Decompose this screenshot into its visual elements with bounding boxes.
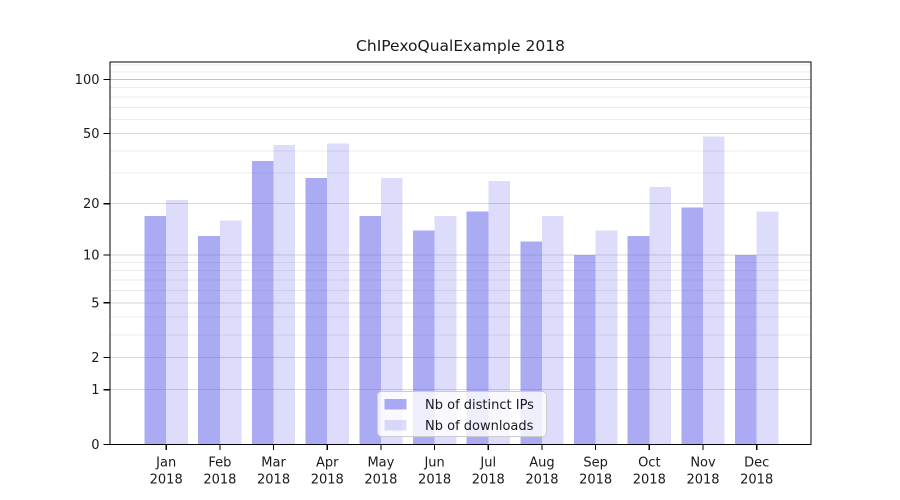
legend-swatch-nb-of-downloads (384, 420, 407, 431)
bar-nb-of-downloads-jan (166, 200, 188, 445)
x-tick-label-year-mar: 2018 (257, 473, 290, 488)
bar-nb-of-downloads-aug (541, 215, 564, 445)
bar-nb-of-downloads-sep (595, 230, 618, 445)
x-tick-label-month-jul: Jul (479, 456, 496, 471)
legend-label-nb-of-distinct-ips: Nb of distinct IPs (425, 398, 534, 413)
y-tick-label-2: 2 (91, 351, 99, 366)
x-tick-label-year-sep: 2018 (579, 473, 612, 488)
y-tick-label-50: 50 (83, 127, 100, 142)
bar-nb-of-distinct-ips-jun (412, 230, 435, 445)
y-tick-label-5: 5 (91, 296, 99, 311)
y-tick-label-100: 100 (75, 73, 100, 88)
legend-swatch-nb-of-distinct-ips (384, 399, 407, 410)
y-tick-label-1: 1 (91, 383, 99, 398)
x-tick-label-month-dec: Dec (744, 456, 769, 471)
x-tick-label-month-jan: Jan (155, 456, 176, 471)
x-tick-label-year-aug: 2018 (525, 473, 558, 488)
legend-label-nb-of-downloads: Nb of downloads (425, 419, 534, 434)
bar-nb-of-downloads-nov (703, 136, 725, 445)
bar-nb-of-downloads-mar (273, 145, 296, 445)
bar-nb-of-downloads-jun (434, 215, 457, 445)
x-tick-label-year-jan: 2018 (150, 473, 183, 488)
bar-nb-of-distinct-ips-may (359, 215, 381, 445)
bar-nb-of-distinct-ips-apr (305, 178, 328, 445)
bar-nb-of-downloads-may (380, 178, 403, 445)
bar-nb-of-distinct-ips-oct (627, 235, 650, 445)
bar-nb-of-downloads-jul (488, 180, 510, 445)
bar-nb-of-distinct-ips-dec (735, 254, 757, 445)
bar-nb-of-downloads-feb (219, 220, 242, 445)
x-tick-label-month-sep: Sep (583, 456, 608, 471)
x-tick-label-year-may: 2018 (364, 473, 397, 488)
x-tick-label-year-oct: 2018 (633, 473, 666, 488)
bar-nb-of-downloads-oct (649, 186, 671, 445)
bar-nb-of-distinct-ips-nov (681, 207, 703, 445)
x-tick-label-month-may: May (367, 456, 394, 471)
x-tick-label-year-dec: 2018 (740, 473, 773, 488)
bar-nb-of-downloads-dec (756, 211, 779, 445)
legend-box (377, 391, 547, 437)
x-tick-label-year-jun: 2018 (418, 473, 451, 488)
y-tick-label-10: 10 (83, 248, 100, 263)
y-tick-label-0: 0 (91, 438, 99, 453)
bar-nb-of-distinct-ips-jul (466, 211, 489, 445)
chart-title: ChIPexoQualExample 2018 (356, 37, 565, 55)
x-tick-label-month-mar: Mar (261, 456, 286, 471)
bar-nb-of-distinct-ips-sep (573, 254, 596, 445)
x-tick-label-month-jun: Jun (423, 456, 444, 471)
plot-border (109, 61, 812, 446)
x-tick-label-month-aug: Aug (529, 456, 554, 471)
x-tick-label-year-nov: 2018 (686, 473, 719, 488)
x-tick-label-month-oct: Oct (638, 456, 660, 471)
x-tick-label-year-jul: 2018 (472, 473, 505, 488)
bar-nb-of-downloads-apr (327, 143, 349, 445)
y-tick-label-20: 20 (83, 197, 100, 212)
x-tick-label-month-nov: Nov (690, 456, 716, 471)
x-tick-label-month-feb: Feb (208, 456, 231, 471)
x-tick-label-year-feb: 2018 (203, 473, 236, 488)
bar-nb-of-distinct-ips-mar (251, 161, 274, 445)
bar-nb-of-distinct-ips-jan (144, 215, 167, 445)
bar-nb-of-distinct-ips-feb (198, 235, 220, 445)
x-tick-label-year-apr: 2018 (311, 473, 344, 488)
x-tick-label-month-apr: Apr (316, 456, 339, 471)
